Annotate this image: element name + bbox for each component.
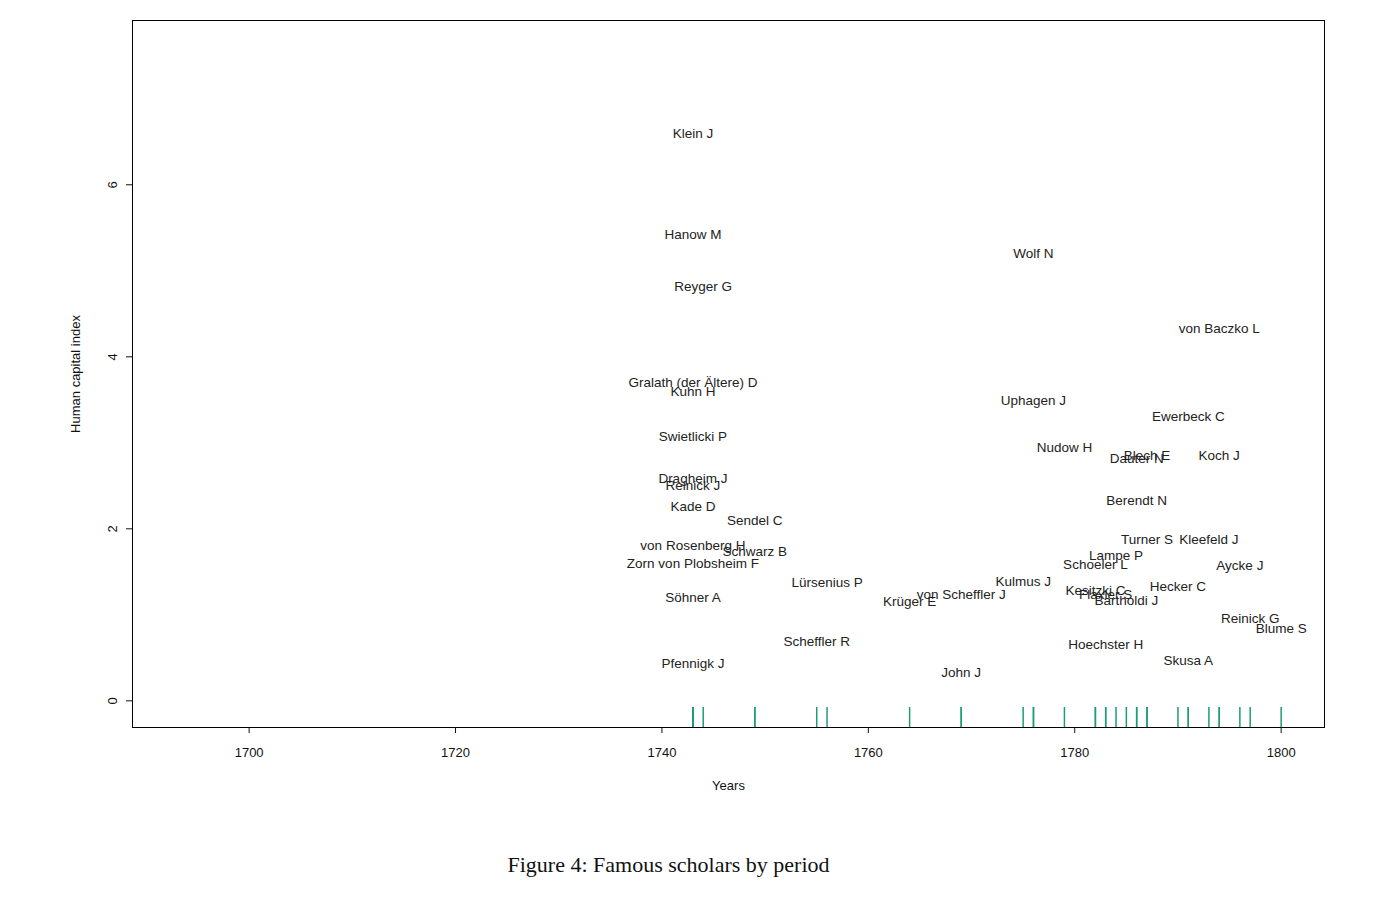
svg-text:Skusa A: Skusa A <box>1164 653 1214 668</box>
svg-text:Kuhn H: Kuhn H <box>670 384 715 399</box>
svg-text:Aycke J: Aycke J <box>1216 558 1263 573</box>
svg-text:Lampe P: Lampe P <box>1089 548 1143 563</box>
svg-text:Kulmus J: Kulmus J <box>995 574 1051 589</box>
svg-text:von Baczko L: von Baczko L <box>1179 321 1261 336</box>
svg-text:1700: 1700 <box>235 745 264 760</box>
svg-text:Koch J: Koch J <box>1199 448 1240 463</box>
svg-text:1740: 1740 <box>647 745 676 760</box>
svg-text:Wolf N: Wolf N <box>1013 246 1053 261</box>
svg-text:Scheffler R: Scheffler R <box>783 634 850 649</box>
svg-text:Blume S: Blume S <box>1256 621 1307 636</box>
svg-text:Gralath (der Ältere) D: Gralath (der Ältere) D <box>628 374 758 390</box>
svg-text:Schwarz B: Schwarz B <box>722 544 788 560</box>
svg-text:Human capital index: Human capital index <box>68 315 83 433</box>
svg-text:Turner S: Turner S <box>1121 532 1173 547</box>
svg-text:Reinick G: Reinick G <box>1220 611 1280 627</box>
svg-text:4: 4 <box>105 353 120 360</box>
svg-text:Years: Years <box>712 778 745 793</box>
svg-text:Sendel C: Sendel C <box>727 513 783 528</box>
svg-text:1720: 1720 <box>441 745 470 760</box>
html-text:Figure 4: Famous scholars by p: Figure 4: Famous scholars by period <box>507 852 830 877</box>
svg-text:Hoechster H: Hoechster H <box>1068 637 1143 652</box>
svg-text:Schoeler L: Schoeler L <box>1063 557 1128 573</box>
svg-text:Reyger G: Reyger G <box>674 279 732 294</box>
svg-text:Pfennigk J: Pfennigk J <box>661 656 724 671</box>
svg-text:von Scheffler J: von Scheffler J <box>917 587 1006 602</box>
svg-text:Nudow H: Nudow H <box>1037 440 1093 455</box>
svg-text:Söhner A: Söhner A <box>665 590 721 605</box>
svg-text:Hanow M: Hanow M <box>664 227 721 242</box>
svg-text:2: 2 <box>105 525 120 532</box>
svg-text:Kleefeld J: Kleefeld J <box>1179 532 1238 547</box>
svg-text:Zorn von Plobsheim F: Zorn von Plobsheim F <box>627 556 759 571</box>
svg-text:Ewerbeck C: Ewerbeck C <box>1152 409 1225 424</box>
svg-text:von Rosenberg H: von Rosenberg H <box>640 538 746 554</box>
svg-text:Swietlicki P: Swietlicki P <box>659 429 727 444</box>
svg-text:Dauter N: Dauter N <box>1110 451 1164 466</box>
svg-text:Kade D: Kade D <box>670 499 715 514</box>
svg-text:1760: 1760 <box>854 745 883 760</box>
svg-text:Klein J: Klein J <box>673 126 714 141</box>
svg-text:Reinick J: Reinick J <box>666 478 721 493</box>
svg-text:6: 6 <box>105 181 120 188</box>
svg-text:Lürsenius P: Lürsenius P <box>791 575 862 590</box>
svg-text:Uphagen J: Uphagen J <box>1001 393 1066 408</box>
svg-text:John J: John J <box>941 665 981 680</box>
svg-text:Berendt N: Berendt N <box>1106 493 1167 508</box>
svg-text:0: 0 <box>105 697 120 704</box>
svg-text:Krüger E: Krüger E <box>883 594 937 610</box>
svg-text:1780: 1780 <box>1060 745 1089 760</box>
svg-text:Hecker C: Hecker C <box>1150 579 1207 594</box>
svg-text:1800: 1800 <box>1267 745 1296 760</box>
svg-text:Bartholdi J: Bartholdi J <box>1094 593 1158 608</box>
